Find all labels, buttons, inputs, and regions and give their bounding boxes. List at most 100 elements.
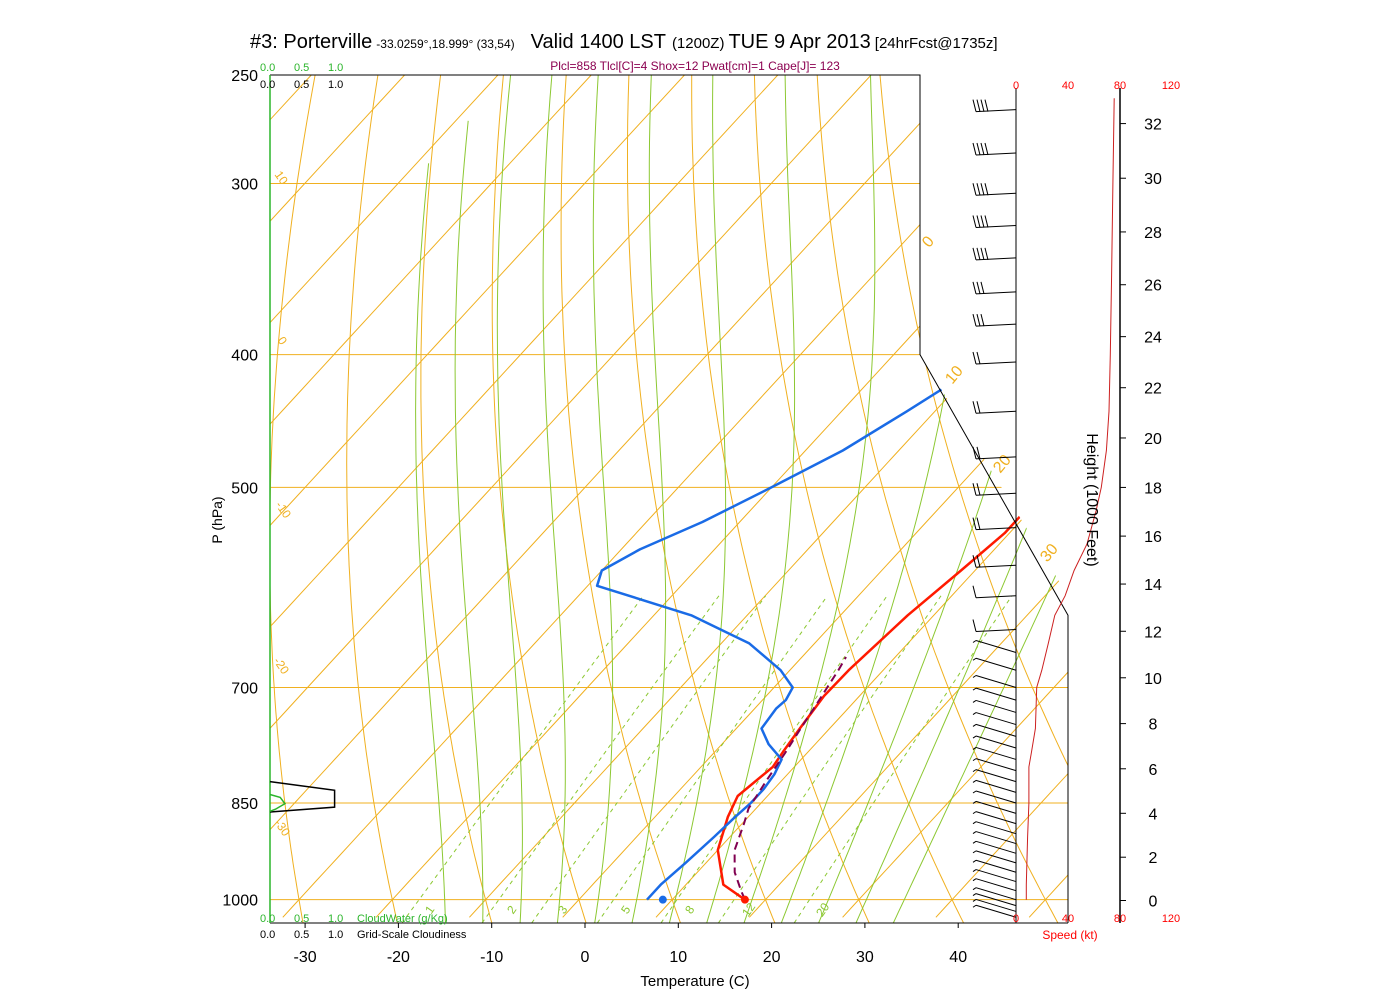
height-tick-label-20: 20 [1144,431,1162,448]
cloud-bottom-green-1: 0.5 [294,913,309,925]
isotherm-40 [935,75,1068,918]
height-tick-label-30: 30 [1144,171,1162,188]
dry-adiabat-20 [627,75,776,923]
dry-adiabat-40 [753,75,965,923]
height-tick-label-26: 26 [1144,278,1162,295]
x-tick-label-30: 30 [856,949,874,966]
wind-barb-flag [972,585,977,598]
wind-barb-flag [972,640,977,643]
height-tick-label-18: 18 [1144,480,1162,497]
frame-right-edge [270,74,1069,923]
wind-barb-flag [980,281,985,295]
cloudiness-profile [269,780,336,813]
wind-barb-flag [972,215,977,228]
wind-barb-staff [975,629,1017,633]
wind-barb-flag [972,247,977,261]
wind-barb [972,687,1017,701]
series-parcel [733,656,847,901]
wind-barb-flag [972,99,977,112]
wind-barb-flag [976,555,981,568]
dry-adiabat-30 [691,75,870,923]
wind-barb-staff [975,257,1017,261]
wind-barb-flag [972,800,977,804]
height-tick-label-6: 6 [1149,762,1158,779]
wind-barb [972,247,1017,261]
moist-adiabat-8 [631,75,667,923]
wind-barb-staff [975,410,1017,414]
wind-barb-staff [975,831,1017,845]
wind-barb-staff [975,811,1017,825]
cloud-top-black-1: 0.5 [294,79,309,91]
wind-barb [972,351,1017,365]
wind-barb [972,712,1017,726]
wind-barb-flag [984,215,989,228]
p-tick-label-850: 850 [231,796,258,813]
wind-barb-flag [972,840,977,844]
mixing-ratio-12 [717,595,942,923]
wind-barb [972,904,1017,918]
wind-barb-flag [980,313,985,327]
speed-axis: 0 40 80 120 0 40 80 120 Speed (kt) [1013,80,1180,942]
wind-barb-staff [975,361,1017,365]
speed-axis-label: Speed (kt) [1042,928,1097,942]
wind-barb [972,183,1017,196]
wind-barb [972,893,1017,907]
wind-barb-staff [975,323,1017,327]
wind-barb [972,281,1017,295]
wind-barb-flag [972,769,977,773]
wind-barb [972,555,1017,568]
wind-barb [972,142,1017,156]
wind-barb-staff [975,746,1017,760]
wind-barb-flag [972,893,977,897]
wind-barb-flag [972,869,977,872]
height-tick-label-0: 0 [1149,893,1158,910]
wind-barb-staff [975,699,1017,713]
wind-barb-staff [975,735,1017,749]
wind-barb-flag [980,142,985,156]
wind-barb-flag [980,183,985,196]
wind-barb-flag [972,700,977,703]
wind-barb-flag [976,247,981,261]
wind-barb-staff [975,821,1017,835]
wind-barb-flag [972,899,977,902]
title-zulu: (1200Z) [672,35,725,52]
wind-barb-flag [976,183,981,196]
wind-barb-flag [976,99,981,112]
height-axis-label: Height (1000 Feet) [1083,433,1100,566]
isotherm-20 [748,75,1068,918]
speed-top-80: 80 [1114,80,1126,92]
wind-barb-flag [972,790,977,794]
wind-barb [972,619,1017,633]
height-tick-label-8: 8 [1149,717,1158,734]
wind-barb-flag [972,183,977,196]
x-tick-label--10: -10 [480,949,503,966]
speed-top-120: 120 [1162,80,1180,92]
cloud-bottom-black-0: 0.0 [260,929,275,941]
wind-barb-flag [972,887,977,891]
height-tick-label-16: 16 [1144,529,1162,546]
height-tick-label-22: 22 [1144,381,1162,398]
wind-barb-staff [975,564,1017,568]
wind-barb-flag [972,657,977,661]
wind-barb [972,401,1017,414]
wind-barb-flag [972,483,977,496]
wind-barb [972,800,1017,814]
isotherm--50 [270,75,872,918]
cloudwater-profile [269,793,287,813]
moist-adiabat-20 [743,75,876,923]
wind-barb-staff [975,675,1017,688]
isotherm--30 [282,75,1059,918]
isotherm--40 [270,75,965,918]
wind-barb-flag [976,281,981,295]
wind-barb-flag [972,675,977,678]
wind-barb-flag [972,821,977,825]
wind-barb-staff [975,904,1017,918]
wind-barb-flag [980,215,985,228]
x-axis-label: Temperature (C) [640,973,749,990]
wind-barb-staff [975,869,1017,883]
sounding-stats: Plcl=858 Tlcl[C]=4 Shox=12 Pwat[cm]=1 Ca… [550,59,840,73]
x-tick-label-40: 40 [949,949,967,966]
wind-barb-flag [976,483,981,496]
wind-barb-flag [972,517,977,530]
